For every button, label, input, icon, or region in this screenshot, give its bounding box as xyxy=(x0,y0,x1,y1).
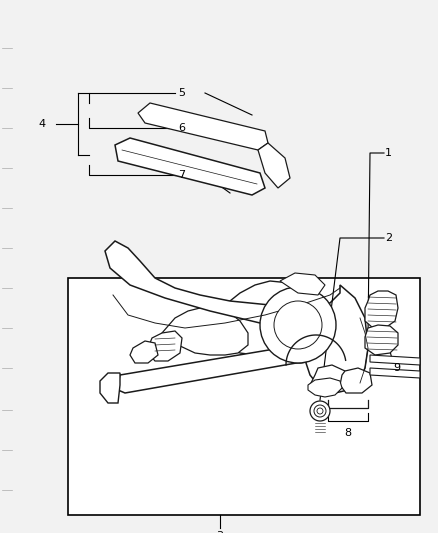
Text: 8: 8 xyxy=(344,428,352,438)
Polygon shape xyxy=(138,103,268,150)
Circle shape xyxy=(274,301,322,349)
Polygon shape xyxy=(310,365,348,393)
Circle shape xyxy=(317,408,323,414)
Text: 5: 5 xyxy=(178,88,185,98)
Text: 6: 6 xyxy=(178,123,185,133)
Polygon shape xyxy=(258,143,290,188)
Bar xyxy=(68,278,420,515)
Text: 7: 7 xyxy=(178,170,185,180)
Circle shape xyxy=(260,287,336,363)
Text: 3: 3 xyxy=(216,531,223,533)
Polygon shape xyxy=(280,273,325,295)
Polygon shape xyxy=(130,341,158,363)
Polygon shape xyxy=(115,138,265,195)
Polygon shape xyxy=(148,331,182,361)
Text: 1: 1 xyxy=(385,148,392,158)
Polygon shape xyxy=(162,308,248,355)
Polygon shape xyxy=(340,368,372,393)
Polygon shape xyxy=(365,325,398,355)
Polygon shape xyxy=(365,291,398,328)
Text: 9: 9 xyxy=(393,363,400,373)
Polygon shape xyxy=(370,368,420,378)
Circle shape xyxy=(314,405,326,417)
Text: 4: 4 xyxy=(39,119,46,129)
Polygon shape xyxy=(118,338,355,393)
Polygon shape xyxy=(100,373,120,403)
Circle shape xyxy=(310,401,330,421)
Text: 2: 2 xyxy=(385,233,392,243)
Polygon shape xyxy=(212,281,338,363)
Polygon shape xyxy=(315,301,358,345)
Polygon shape xyxy=(370,355,420,365)
Polygon shape xyxy=(308,378,342,397)
Polygon shape xyxy=(105,241,368,393)
